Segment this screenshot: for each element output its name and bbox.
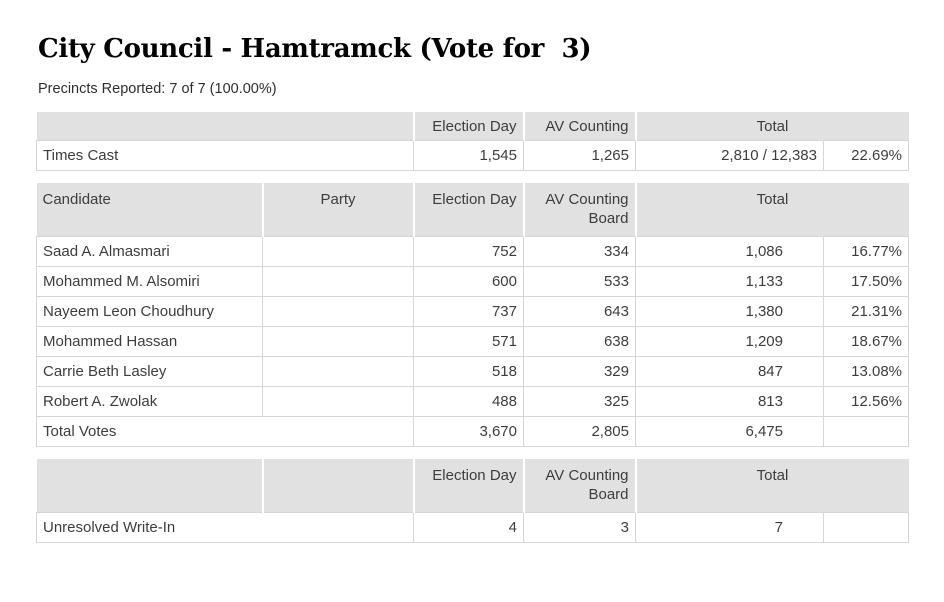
election-day-total: 3,670: [413, 416, 524, 447]
report-page: City Council - Hamtramck (Vote for 3) Pr…: [0, 33, 944, 543]
election-day-value: 518: [413, 356, 524, 387]
candidates-header-row: Candidate Party Election Day AV Counting…: [36, 183, 909, 237]
election-day-value: 571: [413, 326, 524, 357]
times-cast-av-counting-value: 1,265: [523, 140, 636, 171]
election-day-value: 4: [413, 512, 524, 543]
column-header-av-counting-board: AV Counting Board: [522, 183, 636, 237]
av-counting-board-value: 643: [523, 296, 636, 327]
times-cast-row: Times Cast 1,545 1,265 2,810 / 12,383 22…: [36, 140, 909, 171]
av-counting-board-value: 638: [523, 326, 636, 357]
candidate-name: Mohammed Hassan: [36, 326, 263, 357]
candidate-row: Robert A. Zwolak 488 325 813 12.56%: [36, 386, 909, 417]
column-header-av-counting-board: AV Counting Board: [522, 459, 636, 513]
total-value: 813: [635, 386, 824, 417]
election-day-value: 488: [413, 386, 524, 417]
column-header-total: Total: [634, 112, 909, 141]
candidate-name: Carrie Beth Lasley: [36, 356, 263, 387]
column-header-total: Total: [634, 459, 909, 513]
candidate-row: Mohammed Hassan 571 638 1,209 18.67%: [36, 326, 909, 357]
page-title: City Council - Hamtramck (Vote for 3): [38, 34, 592, 64]
grand-total: 6,475: [635, 416, 824, 447]
column-header-party: Party: [261, 183, 414, 237]
column-header-election-day: Election Day: [412, 183, 524, 237]
total-votes-label: Total Votes: [36, 416, 414, 447]
total-votes-row: Total Votes 3,670 2,805 6,475: [36, 416, 909, 447]
write-in-header-row: Election Day AV Counting Board Total: [36, 459, 909, 513]
candidate-name: Saad A. Almasmari: [36, 236, 263, 267]
election-day-value: 737: [413, 296, 524, 327]
times-cast-election-day-value: 1,545: [413, 140, 524, 171]
percent-value: [823, 512, 909, 543]
candidate-party: [262, 386, 414, 417]
times-cast-label: Times Cast: [36, 140, 414, 171]
percent-value: 17.50%: [823, 266, 909, 297]
total-value: 1,086: [635, 236, 824, 267]
column-header-blank: [261, 459, 414, 513]
write-in-table: Election Day AV Counting Board Total Unr…: [36, 459, 909, 543]
candidate-name: Nayeem Leon Choudhury: [36, 296, 263, 327]
candidates-table: Candidate Party Election Day AV Counting…: [36, 183, 909, 447]
av-counting-board-value: 325: [523, 386, 636, 417]
candidate-party: [262, 236, 414, 267]
percent-value: 21.31%: [823, 296, 909, 327]
total-value: 847: [635, 356, 824, 387]
candidate-row: Nayeem Leon Choudhury 737 643 1,380 21.3…: [36, 296, 909, 327]
candidate-party: [262, 266, 414, 297]
candidate-name: Robert A. Zwolak: [36, 386, 263, 417]
write-in-label: Unresolved Write-In: [36, 512, 414, 543]
candidate-row: Carrie Beth Lasley 518 329 847 13.08%: [36, 356, 909, 387]
av-counting-board-total: 2,805: [523, 416, 636, 447]
candidate-row: Saad A. Almasmari 752 334 1,086 16.77%: [36, 236, 909, 267]
total-value: 7: [635, 512, 824, 543]
candidate-party: [262, 326, 414, 357]
total-value: 1,209: [635, 326, 824, 357]
precincts-reported: Precincts Reported: 7 of 7 (100.00%): [38, 81, 277, 97]
column-header-blank: [36, 112, 414, 141]
column-header-av-counting: AV Counting: [522, 112, 636, 141]
av-counting-board-value: 3: [523, 512, 636, 543]
candidate-row: Mohammed M. Alsomiri 600 533 1,133 17.50…: [36, 266, 909, 297]
percent-value: 18.67%: [823, 326, 909, 357]
times-cast-table: Election Day AV Counting Total Times Cas…: [36, 112, 909, 171]
election-day-value: 600: [413, 266, 524, 297]
election-day-value: 752: [413, 236, 524, 267]
column-header-total: Total: [634, 183, 909, 237]
column-header-candidate: Candidate: [36, 183, 263, 237]
times-cast-percent-value: 22.69%: [823, 140, 909, 171]
total-value: 1,133: [635, 266, 824, 297]
write-in-row: Unresolved Write-In 4 3 7: [36, 512, 909, 543]
column-header-election-day: Election Day: [412, 112, 524, 141]
percent-value: 16.77%: [823, 236, 909, 267]
av-counting-board-value: 329: [523, 356, 636, 387]
percent-value: 13.08%: [823, 356, 909, 387]
column-header-election-day: Election Day: [412, 459, 524, 513]
candidate-name: Mohammed M. Alsomiri: [36, 266, 263, 297]
column-header-blank: [36, 459, 263, 513]
av-counting-board-value: 533: [523, 266, 636, 297]
av-counting-board-value: 334: [523, 236, 636, 267]
times-cast-header-row: Election Day AV Counting Total: [36, 112, 909, 141]
times-cast-total-value: 2,810 / 12,383: [635, 140, 824, 171]
total-percent: [823, 416, 909, 447]
candidate-party: [262, 356, 414, 387]
percent-value: 12.56%: [823, 386, 909, 417]
total-value: 1,380: [635, 296, 824, 327]
candidate-party: [262, 296, 414, 327]
